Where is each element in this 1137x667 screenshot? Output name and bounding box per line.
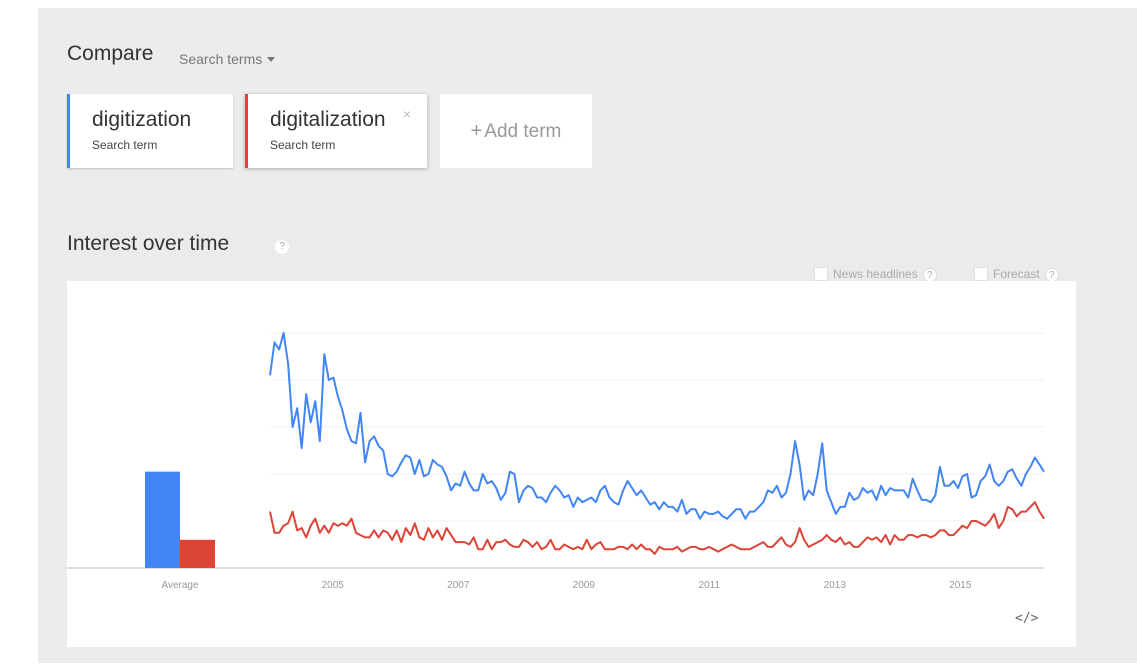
embed-code-icon[interactable]: </> <box>1015 611 1039 626</box>
dropdown-label: Search terms <box>179 51 263 67</box>
forecast-checkbox[interactable] <box>974 267 988 281</box>
term-sublabel: Search term <box>92 138 158 152</box>
term-label: digitization <box>92 108 192 131</box>
term-card-digitization[interactable]: digitization Search term <box>67 94 233 168</box>
interest-chart: Average 2005 2007 2009 2011 2013 2015 <box>67 332 1045 591</box>
x-tick-label: 2007 <box>447 580 470 591</box>
help-icon[interactable]: ? <box>275 240 289 254</box>
x-tick-label: 2011 <box>699 580 721 591</box>
forecast-option[interactable]: Forecast? <box>974 267 1059 282</box>
help-icon[interactable]: ? <box>922 268 937 282</box>
x-tick-label: 2013 <box>824 580 847 591</box>
help-icon[interactable]: ? <box>1044 268 1059 282</box>
x-tick-label: 2009 <box>573 580 596 591</box>
search-terms-dropdown[interactable]: Search terms <box>179 51 276 67</box>
x-tick-label: 2015 <box>949 580 972 591</box>
news-headlines-label: News headlines <box>833 267 918 281</box>
caret-down-icon <box>267 57 276 62</box>
section-band <box>67 190 1076 280</box>
term-label: digitalization <box>270 108 386 131</box>
add-term-button[interactable]: + Add term <box>440 94 592 168</box>
x-tick-label: 2005 <box>322 580 345 591</box>
add-term-label: Add term <box>484 121 562 142</box>
close-icon[interactable]: × <box>402 106 411 122</box>
interest-over-time-title: Interest over time <box>67 232 230 255</box>
series-line-digitization <box>269 332 1045 520</box>
average-bar-digitization <box>145 471 180 568</box>
compare-title: Compare <box>67 42 154 65</box>
news-headlines-checkbox[interactable] <box>814 267 828 281</box>
average-bar-digitalization <box>180 539 215 568</box>
series-line-digitalization <box>269 501 1045 555</box>
term-card-digitalization[interactable]: digitalization Search term × <box>245 94 427 168</box>
plus-icon: + <box>470 120 483 142</box>
interest-chart-card: Average 2005 2007 2009 2011 2013 2015 <box>67 281 1076 647</box>
news-headlines-option[interactable]: News headlines? <box>814 267 937 282</box>
forecast-label: Forecast <box>993 267 1040 281</box>
average-label: Average <box>161 580 199 591</box>
term-sublabel: Search term <box>270 138 336 152</box>
